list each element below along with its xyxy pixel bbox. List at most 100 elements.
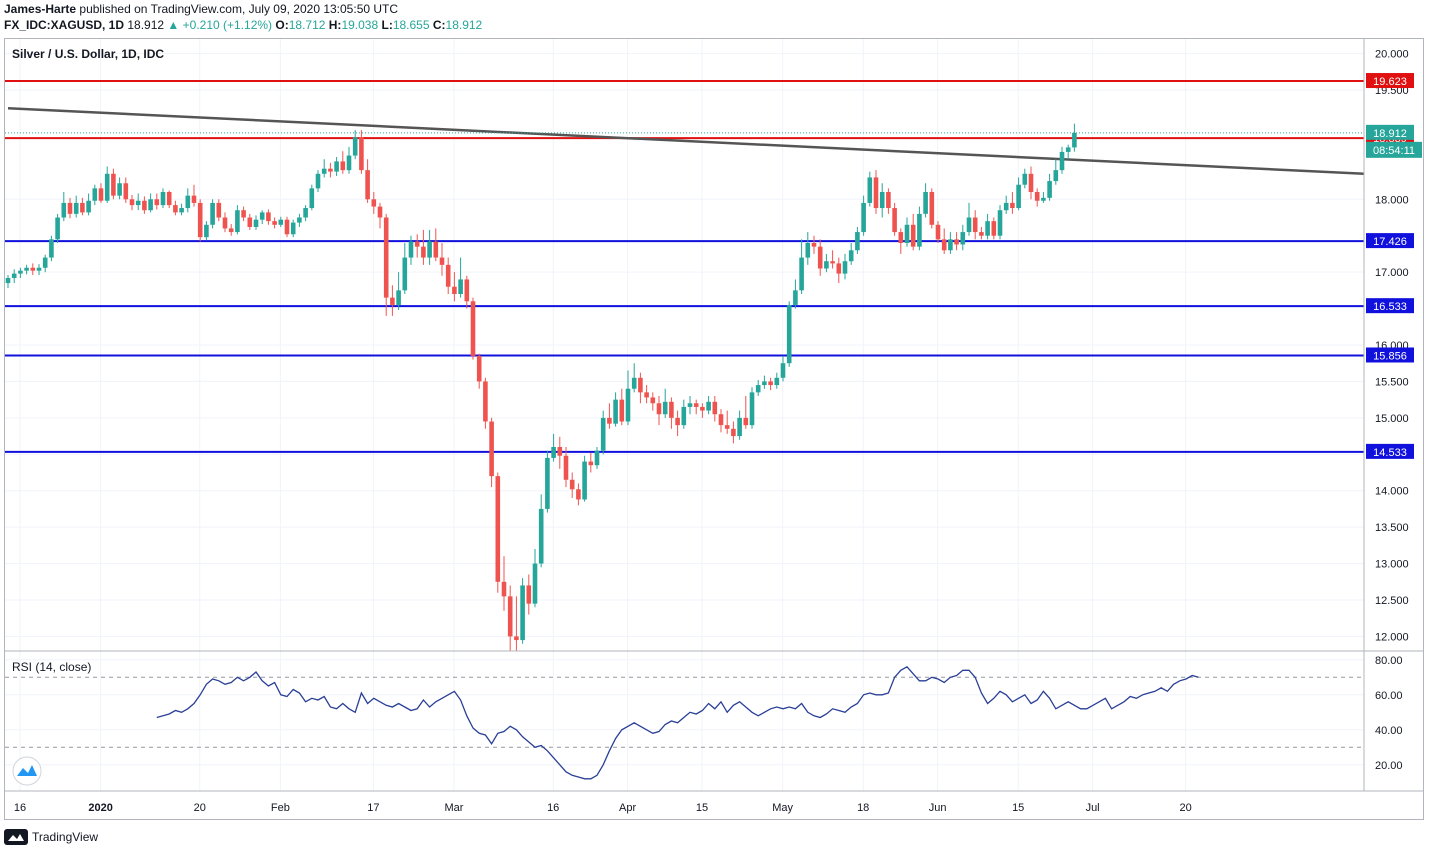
candle-body[interactable] (1028, 173, 1034, 192)
candle-body[interactable] (414, 241, 420, 247)
candle-body[interactable] (92, 188, 98, 201)
candle-body[interactable] (86, 200, 91, 213)
candle-body[interactable] (855, 232, 860, 251)
candle-body[interactable] (892, 208, 897, 233)
candle-body[interactable] (507, 596, 513, 637)
candle-body[interactable] (972, 217, 978, 233)
candle-body[interactable] (886, 192, 891, 209)
candle-body[interactable] (495, 476, 501, 582)
candle-body[interactable] (222, 217, 228, 229)
candle-body[interactable] (80, 202, 85, 213)
candle-body[interactable] (724, 425, 730, 429)
candle-body[interactable] (470, 301, 476, 356)
candle-body[interactable] (197, 202, 203, 238)
candle-body[interactable] (997, 210, 1003, 236)
candle-body[interactable] (755, 385, 761, 393)
candle-body[interactable] (904, 224, 910, 243)
candle-body[interactable] (340, 161, 346, 171)
candle-body[interactable] (111, 173, 116, 196)
candle-body[interactable] (11, 273, 17, 278)
candle-body[interactable] (123, 183, 129, 200)
candle-body[interactable] (383, 217, 389, 298)
candle-body[interactable] (483, 381, 488, 422)
candle-body[interactable] (1022, 173, 1028, 185)
candle-body[interactable] (644, 392, 649, 398)
candle-body[interactable] (514, 636, 519, 641)
candle-body[interactable] (346, 155, 352, 171)
candle-body[interactable] (210, 202, 215, 225)
candle-body[interactable] (551, 447, 556, 458)
candle-body[interactable] (204, 224, 209, 238)
candle-body[interactable] (718, 414, 724, 426)
candle-body[interactable] (309, 188, 315, 209)
candle-body[interactable] (24, 267, 29, 271)
candle-body[interactable] (290, 222, 296, 235)
candle-body[interactable] (359, 137, 364, 171)
candle-body[interactable] (284, 219, 290, 235)
candle-body[interactable] (396, 290, 401, 305)
candle-body[interactable] (408, 241, 414, 258)
candle-body[interactable] (569, 479, 575, 490)
candle-body[interactable] (452, 286, 457, 294)
candle-body[interactable] (910, 224, 916, 247)
candle-body[interactable] (1053, 170, 1059, 182)
candle-body[interactable] (402, 257, 408, 291)
candle-body[interactable] (179, 208, 184, 213)
candle-body[interactable] (638, 377, 643, 393)
candle-body[interactable] (421, 246, 426, 258)
candle-body[interactable] (811, 243, 817, 247)
candle-body[interactable] (824, 261, 829, 269)
candle-body[interactable] (1065, 147, 1071, 152)
candle-body[interactable] (216, 202, 222, 218)
candle-body[interactable] (520, 585, 525, 641)
candle-body[interactable] (817, 246, 823, 269)
candle-body[interactable] (235, 210, 240, 233)
candle-body[interactable] (786, 304, 792, 364)
candle-body[interactable] (960, 232, 966, 245)
candle-body[interactable] (848, 250, 854, 262)
candle-body[interactable] (681, 406, 687, 426)
candle-body[interactable] (836, 263, 842, 274)
candle-body[interactable] (464, 279, 470, 302)
candle-body[interactable] (693, 403, 699, 407)
candle-body[interactable] (780, 363, 786, 378)
candle-body[interactable] (582, 461, 587, 500)
candle-body[interactable] (328, 168, 333, 172)
candle-body[interactable] (278, 219, 284, 225)
candle-body[interactable] (501, 581, 507, 597)
candle-body[interactable] (266, 212, 271, 222)
symbol-label[interactable]: FX_IDC:XAGUSD, 1D (4, 18, 125, 32)
candle-body[interactable] (439, 257, 445, 265)
candle-body[interactable] (687, 403, 693, 407)
candle-body[interactable] (61, 202, 67, 218)
candle-body[interactable] (613, 399, 618, 424)
candle-body[interactable] (185, 195, 191, 209)
candle-body[interactable] (334, 161, 339, 172)
candle-body[interactable] (1010, 202, 1015, 209)
candle-body[interactable] (545, 457, 550, 509)
author-name[interactable]: James-Harte (4, 2, 77, 16)
candle-body[interactable] (625, 388, 631, 422)
candle-body[interactable] (1034, 192, 1040, 201)
candle-body[interactable] (104, 173, 110, 201)
candle-body[interactable] (873, 177, 879, 209)
candle-body[interactable] (985, 221, 990, 236)
candle-body[interactable] (706, 401, 711, 411)
candle-body[interactable] (557, 447, 563, 456)
candle-body[interactable] (49, 239, 54, 258)
candle-body[interactable] (352, 137, 358, 156)
candle-body[interactable] (191, 195, 197, 203)
candle-body[interactable] (433, 241, 439, 258)
candle-body[interactable] (427, 241, 432, 258)
candle-body[interactable] (142, 200, 147, 211)
candle-body[interactable] (55, 217, 60, 240)
candle-body[interactable] (247, 217, 253, 227)
candle-body[interactable] (600, 417, 606, 451)
candle-body[interactable] (538, 508, 544, 564)
candle-body[interactable] (321, 168, 327, 174)
candle-body[interactable] (303, 208, 308, 218)
candle-body[interactable] (737, 417, 742, 437)
candle-body[interactable] (941, 239, 947, 251)
candle-body[interactable] (917, 213, 922, 247)
